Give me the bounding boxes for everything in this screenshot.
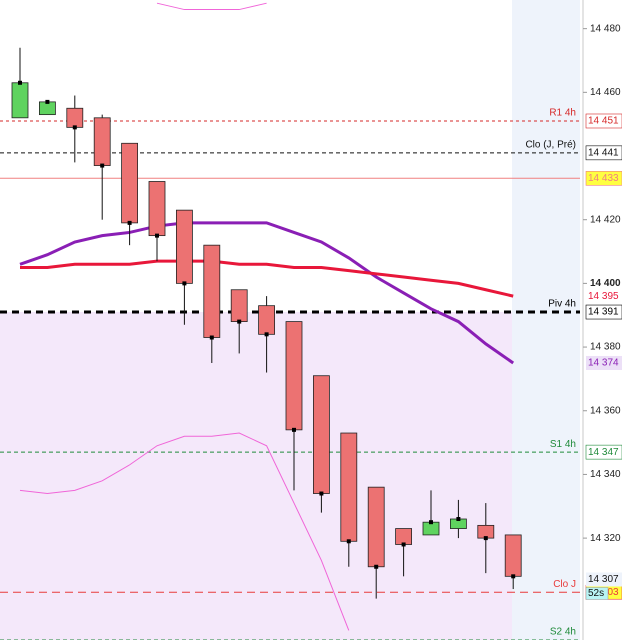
close-dot bbox=[209, 335, 214, 340]
level-label-box bbox=[585, 145, 622, 161]
close-dot bbox=[456, 517, 461, 522]
candle-body bbox=[148, 181, 166, 237]
pivot-zone bbox=[0, 312, 512, 640]
candle-body bbox=[175, 209, 193, 284]
y-tick-label: 14 320 bbox=[590, 533, 621, 544]
level-label-box bbox=[585, 304, 622, 320]
level-name: S2 4h bbox=[550, 627, 576, 638]
candle-body bbox=[395, 528, 413, 545]
y-tick-label: 14 400 bbox=[590, 278, 621, 289]
indicator-label: 14 395 bbox=[588, 291, 619, 302]
close-dot bbox=[374, 564, 379, 569]
close-dot bbox=[182, 281, 187, 286]
close-dot bbox=[319, 491, 324, 496]
y-tick-label: 14 380 bbox=[590, 342, 621, 353]
indicator-line bbox=[19, 432, 350, 631]
close-dot bbox=[100, 163, 105, 168]
level-label: 14 391 bbox=[588, 307, 619, 318]
candle-body bbox=[340, 432, 358, 542]
y-tick-label: 14 460 bbox=[590, 87, 621, 98]
close-dot bbox=[346, 539, 351, 544]
close-dot bbox=[401, 542, 406, 547]
candle-body bbox=[367, 486, 385, 568]
close-dot bbox=[155, 233, 159, 238]
candle-body bbox=[504, 534, 522, 577]
indicator-line bbox=[19, 221, 515, 365]
candle-body bbox=[258, 305, 276, 335]
candle-body bbox=[312, 375, 330, 494]
level-name: S1 4h bbox=[550, 439, 576, 450]
indicator-label-box bbox=[586, 355, 622, 370]
y-tick-label: 14 340 bbox=[590, 469, 621, 480]
y-tick-label: 14 360 bbox=[590, 405, 621, 416]
candle-body bbox=[203, 244, 221, 338]
indicator-label-box bbox=[586, 289, 622, 304]
level-label: 14 441 bbox=[588, 147, 619, 158]
level-label-box bbox=[585, 113, 622, 129]
level-name: Clo (J, Pré) bbox=[525, 139, 576, 150]
candle-body bbox=[93, 117, 111, 166]
level-label: 14 433 bbox=[588, 173, 619, 184]
indicator-label: 14 374 bbox=[588, 358, 619, 369]
close-dot bbox=[264, 332, 269, 337]
price-label: 14 307 bbox=[588, 574, 619, 585]
level-label: 14 451 bbox=[588, 116, 619, 127]
close-dot bbox=[483, 536, 488, 541]
candle-body bbox=[66, 107, 84, 128]
level-name: Clo J bbox=[553, 579, 576, 590]
close-dot bbox=[127, 220, 132, 225]
axis-panel bbox=[580, 0, 622, 640]
close-dot bbox=[292, 427, 296, 432]
candle-body bbox=[121, 142, 138, 224]
countdown: 52s bbox=[588, 588, 604, 599]
level-name: Piv 4h bbox=[548, 299, 576, 310]
level-label-box bbox=[585, 444, 622, 460]
candle-body bbox=[285, 321, 303, 431]
close-dot bbox=[72, 125, 77, 130]
y-tick-label: 14 480 bbox=[590, 23, 621, 34]
countdown-box bbox=[585, 587, 609, 600]
y-tick-label: 14 420 bbox=[590, 214, 621, 225]
close-dot bbox=[18, 80, 22, 85]
candle-body bbox=[230, 289, 248, 322]
candle-body bbox=[11, 82, 29, 119]
close-dot bbox=[429, 520, 433, 525]
level-label: 14 347 bbox=[588, 447, 619, 458]
level-label-box bbox=[585, 171, 622, 186]
close-dot bbox=[237, 319, 242, 324]
level-name: R1 4h bbox=[549, 108, 576, 119]
indicator-line bbox=[156, 2, 267, 11]
future-zone bbox=[512, 0, 580, 640]
price-box bbox=[586, 572, 622, 587]
close-dot bbox=[45, 99, 50, 104]
indicator-line bbox=[20, 259, 514, 298]
close-dot bbox=[511, 574, 516, 579]
